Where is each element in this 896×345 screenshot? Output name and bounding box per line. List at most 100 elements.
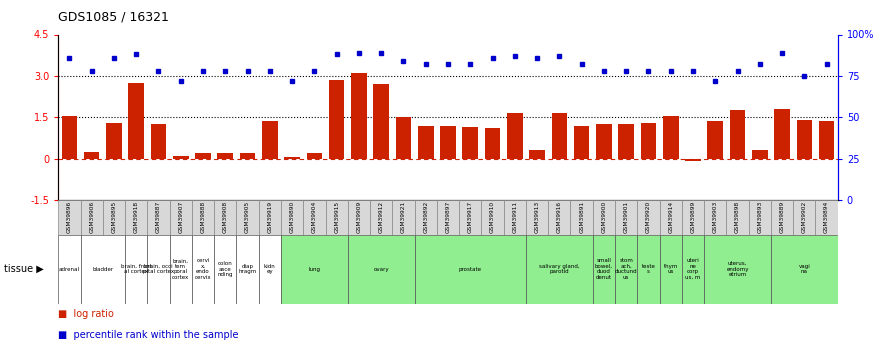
Bar [815,200,838,235]
Bar [618,124,634,159]
Bar [262,121,278,159]
Text: salivary gland,
parotid: salivary gland, parotid [539,264,580,274]
Text: GSM39917: GSM39917 [468,201,473,234]
Bar [84,152,99,159]
Bar [325,200,348,235]
Bar [774,109,790,159]
Bar [173,156,188,159]
Text: stom
ach,
ductund
us: stom ach, ductund us [615,258,637,280]
Bar [663,116,678,159]
Text: GSM39891: GSM39891 [579,201,584,234]
Text: GSM39919: GSM39919 [267,201,272,234]
Bar [125,200,147,235]
Bar [573,126,590,159]
Bar [62,116,77,159]
Text: GSM39911: GSM39911 [513,201,517,233]
Bar [147,235,169,304]
Text: ■  percentile rank within the sample: ■ percentile rank within the sample [58,330,238,339]
Text: GSM39906: GSM39906 [89,201,94,234]
Bar [81,235,125,304]
Bar [218,153,233,159]
Bar [749,200,771,235]
Text: uterus,
endomy
etrium: uterus, endomy etrium [727,261,749,277]
Bar [526,200,548,235]
Text: brain, front
al cortex: brain, front al cortex [121,264,151,274]
Text: GSM39903: GSM39903 [712,201,718,234]
Bar [415,235,526,304]
Bar [507,113,522,159]
Bar [752,150,768,159]
Text: GSM39904: GSM39904 [312,201,317,234]
Bar [530,150,545,159]
Text: adrenal: adrenal [59,267,80,272]
Bar [615,235,637,304]
Text: GSM39910: GSM39910 [490,201,495,234]
Text: GSM39895: GSM39895 [111,201,116,234]
Bar [281,200,303,235]
Bar [237,200,259,235]
Bar [396,117,411,159]
Bar [548,200,571,235]
Text: small
bowel,
duod
denut: small bowel, duod denut [595,258,613,280]
Text: ovary: ovary [374,267,389,272]
Text: GSM39916: GSM39916 [556,201,562,233]
Bar [303,200,325,235]
Bar [596,124,612,159]
Bar [659,235,682,304]
Bar [504,200,526,235]
Text: GSM39890: GSM39890 [289,201,295,234]
Bar [459,200,481,235]
Text: GSM39909: GSM39909 [357,201,361,234]
Text: GSM39908: GSM39908 [223,201,228,234]
Bar [192,200,214,235]
Bar [637,200,659,235]
Bar [106,123,122,159]
Bar [169,200,192,235]
Bar [240,153,255,159]
Bar [284,157,300,159]
Bar [704,200,727,235]
Bar [147,200,169,235]
Text: GSM39913: GSM39913 [535,201,539,234]
Text: diap
hragm: diap hragm [238,264,256,274]
Text: GSM39894: GSM39894 [824,201,829,234]
Bar [214,235,237,304]
Text: GSM39900: GSM39900 [601,201,607,234]
Text: GSM39902: GSM39902 [802,201,807,234]
Text: thym
us: thym us [664,264,678,274]
Bar [214,200,237,235]
Bar [440,126,456,159]
Text: GSM39921: GSM39921 [401,201,406,234]
Text: GSM39905: GSM39905 [245,201,250,234]
Text: GSM39892: GSM39892 [423,201,428,234]
Text: GSM39912: GSM39912 [379,201,383,234]
Text: GSM39914: GSM39914 [668,201,673,234]
Bar [462,127,478,159]
Text: tissue ▶: tissue ▶ [4,264,44,274]
Bar [306,153,323,159]
Text: GSM39920: GSM39920 [646,201,651,234]
Text: GSM39901: GSM39901 [624,201,629,234]
Bar [370,200,392,235]
Bar [682,200,704,235]
Bar [103,200,125,235]
Bar [819,121,834,159]
Text: GSM39907: GSM39907 [178,201,184,234]
Bar [793,200,815,235]
Bar [259,200,281,235]
Text: kidn
ey: kidn ey [264,264,276,274]
Text: brain, occi
pital cortex: brain, occi pital cortex [142,264,174,274]
Bar [348,235,415,304]
Text: GSM39893: GSM39893 [757,201,762,234]
Bar [329,80,344,159]
Bar [151,124,167,159]
Bar [392,200,415,235]
Text: lung: lung [308,267,321,272]
Text: GSM39889: GSM39889 [780,201,785,234]
Bar [771,200,793,235]
Bar [125,235,147,304]
Bar [437,200,459,235]
Bar [281,235,348,304]
Bar [418,126,434,159]
Bar [192,235,214,304]
